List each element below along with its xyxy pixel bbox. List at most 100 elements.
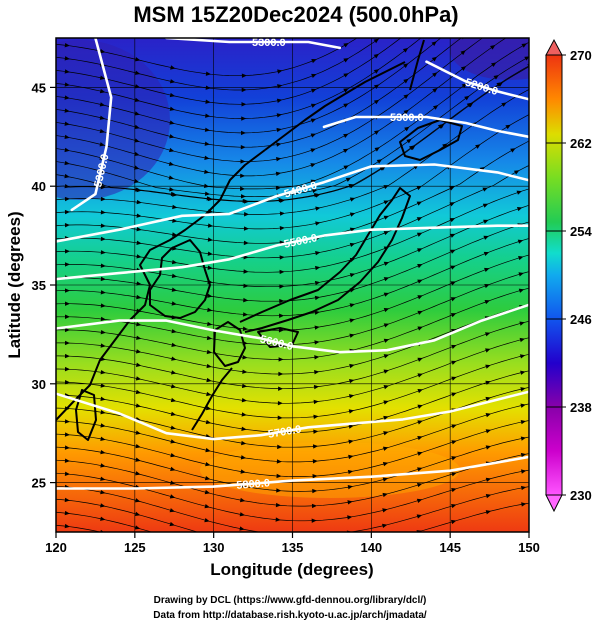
streamline-arrowhead [135,430,141,435]
streamline-arrowhead [239,526,245,531]
streamline-arrowhead [417,310,423,315]
streamline-arrowhead [64,288,70,293]
streamline-arrowhead [533,83,539,89]
streamline-arrowhead [310,133,317,138]
streamline-arrowhead [169,536,175,542]
streamline-arrowhead [99,88,106,94]
streamline-arrowhead [373,53,380,59]
streamline-arrowhead [204,169,210,174]
streamline-arrowhead [520,403,526,408]
streamline-arrowhead [206,349,212,355]
streamline-arrowhead [136,294,142,300]
streamline-arrowhead [136,335,142,340]
streamline-arrowhead [373,84,380,90]
streamline-arrowhead [410,145,416,151]
y-tick-label: 40 [32,179,46,194]
streamline-arrowhead [406,138,412,144]
streamline-arrowhead [417,389,423,394]
streamline-arrowhead [169,187,175,192]
x-tick-label: 145 [439,540,461,555]
streamline-arrowhead [484,332,491,337]
streamline-arrowhead [275,185,281,191]
streamline-arrowhead [170,439,176,444]
streamline-arrowhead [347,545,353,550]
streamline-arrowhead [134,124,140,129]
streamline-arrowhead [485,396,491,402]
streamline-arrowhead [241,383,248,389]
streamline-arrowhead [241,87,247,93]
streamline-arrowhead [134,511,141,516]
streamline-arrowhead [313,399,319,405]
streamline-arrowhead [345,177,352,182]
streamline-arrowhead [241,116,247,121]
streamline-arrowhead [450,249,456,254]
streamline-arrowhead [277,400,283,406]
streamline-arrowhead [417,248,423,253]
cold-pool-northeast [450,38,529,80]
streamline-arrowhead [134,151,140,157]
contour-line [56,390,529,441]
streamline-arrowhead [99,142,105,147]
streamline-arrowhead [172,246,178,251]
streamline-arrowhead [243,226,249,231]
streamline-arrowhead [349,242,356,248]
x-axis-label: Longitude (degrees) [210,560,373,579]
streamline-arrowhead [171,287,177,292]
contour-line [165,38,342,50]
streamline [56,353,529,419]
streamline-arrowhead [431,41,437,47]
streamline-arrowhead [382,523,388,529]
streamline-arrowhead [100,223,106,228]
streamline-arrowhead [100,436,106,442]
streamline-arrowhead [168,175,174,180]
streamline [56,524,102,532]
streamline [56,38,422,119]
streamline-arrowhead [450,281,456,286]
streamline-arrowhead [382,461,389,467]
streamline-arrowhead [205,461,211,467]
streamline-arrowhead [349,257,356,263]
streamline-arrowhead [451,392,457,397]
streamline-arrowhead [417,264,423,269]
x-tick-label: 140 [360,540,382,555]
streamline-arrowhead [170,384,177,389]
streamline-arrowhead [383,323,390,328]
streamline [56,469,529,522]
streamline-arrowhead [460,17,467,24]
streamline-arrowhead [171,301,177,306]
streamline-arrowhead [485,445,492,450]
streamline-arrowhead [518,288,525,293]
streamline-arrowhead [64,173,70,179]
streamline-arrowhead [278,371,284,377]
streamline-arrowhead [450,519,457,525]
streamline-arrowhead [241,130,246,136]
streamline-arrowhead [312,488,318,494]
streamline-arrowhead [205,71,211,76]
streamline-arrowhead [491,62,497,68]
streamline [56,485,529,532]
streamline-arrowhead [135,57,141,62]
streamline-arrowhead [417,326,423,331]
streamline-arrowhead [450,313,457,318]
streamline-arrowhead [170,397,177,403]
streamline-arrowhead [383,277,390,282]
streamline-arrowhead [275,517,281,522]
streamline-arrowhead [100,276,106,282]
streamline-arrowhead [403,31,410,38]
streamline-arrowhead [417,279,423,284]
streamline-arrowhead [349,318,355,323]
coastline-honshu [239,187,411,333]
streamline-arrowhead [169,521,175,527]
streamline-arrowhead [312,444,319,449]
streamline-arrowhead [460,66,467,71]
streamline-arrowhead [314,340,320,345]
streamline-arrowhead [204,517,210,523]
contour-line [56,163,529,243]
streamline-arrowhead [349,363,355,369]
streamline-arrowhead [64,471,70,477]
streamline-arrowhead [276,142,282,147]
streamline-arrowhead [475,144,481,149]
streamline-arrowhead [276,473,282,479]
streamline-arrowhead [490,27,497,33]
